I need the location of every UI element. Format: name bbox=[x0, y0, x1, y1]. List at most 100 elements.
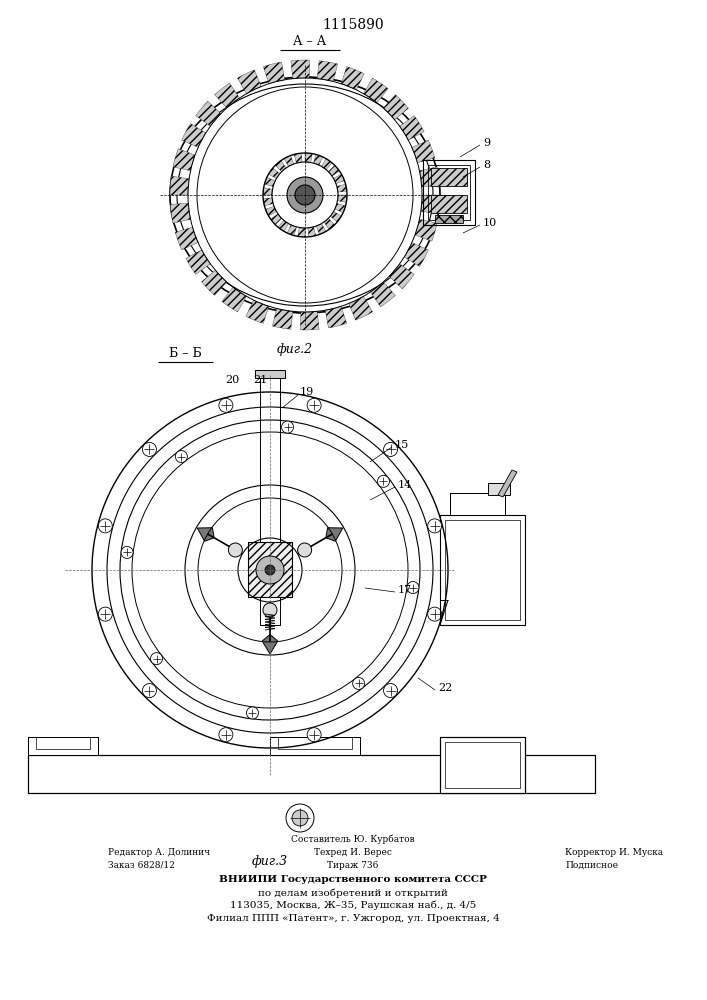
Wedge shape bbox=[300, 311, 319, 330]
Wedge shape bbox=[173, 149, 195, 171]
Wedge shape bbox=[294, 153, 302, 163]
Wedge shape bbox=[404, 243, 428, 267]
Bar bbox=[28, 737, 98, 755]
Wedge shape bbox=[201, 270, 227, 295]
Circle shape bbox=[378, 475, 390, 487]
Text: А – А: А – А bbox=[293, 35, 327, 48]
Wedge shape bbox=[278, 220, 288, 231]
Wedge shape bbox=[170, 176, 189, 195]
Bar bbox=[450, 493, 505, 515]
Circle shape bbox=[287, 177, 323, 213]
Wedge shape bbox=[170, 203, 191, 223]
Wedge shape bbox=[308, 227, 316, 237]
Circle shape bbox=[292, 810, 308, 826]
Text: 19: 19 bbox=[300, 387, 314, 397]
Wedge shape bbox=[271, 214, 281, 225]
Circle shape bbox=[142, 442, 156, 456]
Wedge shape bbox=[263, 198, 273, 206]
Text: 22: 22 bbox=[438, 683, 452, 693]
Text: фиг.3: фиг.3 bbox=[252, 855, 288, 868]
Text: 14: 14 bbox=[398, 480, 412, 490]
Bar bbox=[270, 737, 360, 755]
Circle shape bbox=[228, 543, 243, 557]
Wedge shape bbox=[269, 168, 280, 178]
Text: Филиал ППП «Патент», г. Ужгород, ул. Проектная, 4: Филиал ППП «Патент», г. Ужгород, ул. Про… bbox=[206, 914, 499, 923]
Wedge shape bbox=[335, 204, 346, 213]
Circle shape bbox=[286, 804, 314, 832]
Text: Техред И. Верес: Техред И. Верес bbox=[314, 848, 392, 857]
Circle shape bbox=[384, 442, 397, 456]
Wedge shape bbox=[399, 116, 424, 140]
Wedge shape bbox=[370, 282, 395, 307]
Circle shape bbox=[353, 677, 365, 689]
Circle shape bbox=[307, 398, 321, 412]
Bar bbox=[255, 370, 285, 378]
Wedge shape bbox=[313, 154, 323, 165]
Circle shape bbox=[151, 653, 163, 665]
Wedge shape bbox=[322, 159, 332, 170]
Polygon shape bbox=[262, 635, 278, 654]
Wedge shape bbox=[305, 153, 312, 163]
Text: Заказ 6828/12: Заказ 6828/12 bbox=[108, 861, 175, 870]
Circle shape bbox=[219, 728, 233, 742]
Text: 20: 20 bbox=[225, 375, 239, 385]
Wedge shape bbox=[215, 83, 240, 108]
Circle shape bbox=[428, 519, 442, 533]
Wedge shape bbox=[238, 70, 261, 94]
Text: 113035, Москва, Ж–35, Раушская наб., д. 4/5: 113035, Москва, Ж–35, Раушская наб., д. … bbox=[230, 901, 476, 910]
Wedge shape bbox=[421, 195, 440, 214]
Wedge shape bbox=[383, 95, 409, 120]
Text: 21: 21 bbox=[253, 375, 267, 385]
Bar bbox=[440, 737, 525, 793]
Text: Подписное: Подписное bbox=[565, 861, 618, 870]
Circle shape bbox=[384, 684, 397, 698]
Bar bbox=[28, 755, 595, 793]
Bar bbox=[36, 737, 90, 749]
Bar bbox=[278, 737, 352, 749]
Text: 10: 10 bbox=[483, 218, 497, 228]
Text: по делам изобретений и открытий: по делам изобретений и открытий bbox=[258, 888, 448, 898]
Wedge shape bbox=[182, 123, 206, 147]
Bar bbox=[450, 493, 505, 515]
Bar bbox=[260, 375, 280, 625]
Circle shape bbox=[219, 398, 233, 412]
Wedge shape bbox=[266, 206, 276, 216]
Circle shape bbox=[295, 185, 315, 205]
Bar bbox=[445, 520, 520, 620]
Wedge shape bbox=[175, 227, 198, 250]
Bar bbox=[488, 483, 510, 495]
Wedge shape bbox=[317, 61, 338, 81]
Wedge shape bbox=[363, 78, 388, 103]
Text: Тираж 736: Тираж 736 bbox=[327, 861, 379, 870]
Wedge shape bbox=[341, 67, 364, 90]
Bar bbox=[28, 737, 98, 755]
Wedge shape bbox=[334, 174, 344, 184]
Polygon shape bbox=[197, 528, 214, 541]
Wedge shape bbox=[298, 227, 305, 237]
Text: Составитель Ю. Курбатов: Составитель Ю. Курбатов bbox=[291, 835, 415, 844]
Wedge shape bbox=[196, 101, 221, 126]
Wedge shape bbox=[246, 300, 269, 323]
Wedge shape bbox=[284, 156, 293, 166]
Wedge shape bbox=[330, 212, 341, 222]
Wedge shape bbox=[419, 167, 440, 187]
Circle shape bbox=[142, 684, 156, 698]
Text: Корректор И. Муска: Корректор И. Муска bbox=[565, 848, 663, 857]
Wedge shape bbox=[324, 218, 334, 229]
Text: фиг.2: фиг.2 bbox=[277, 343, 313, 356]
Bar bbox=[248, 542, 292, 597]
Wedge shape bbox=[337, 184, 347, 192]
Wedge shape bbox=[316, 224, 326, 234]
Circle shape bbox=[263, 603, 277, 617]
Wedge shape bbox=[337, 195, 347, 202]
Wedge shape bbox=[291, 60, 310, 79]
Wedge shape bbox=[287, 225, 296, 236]
Bar bbox=[435, 215, 463, 223]
Bar bbox=[428, 165, 470, 220]
Text: Б – Б: Б – Б bbox=[169, 347, 201, 360]
Circle shape bbox=[407, 582, 419, 594]
Circle shape bbox=[307, 728, 321, 742]
Wedge shape bbox=[186, 250, 211, 274]
Bar bbox=[431, 195, 467, 213]
Text: Редактор А. Долинич: Редактор А. Долинич bbox=[108, 848, 210, 857]
